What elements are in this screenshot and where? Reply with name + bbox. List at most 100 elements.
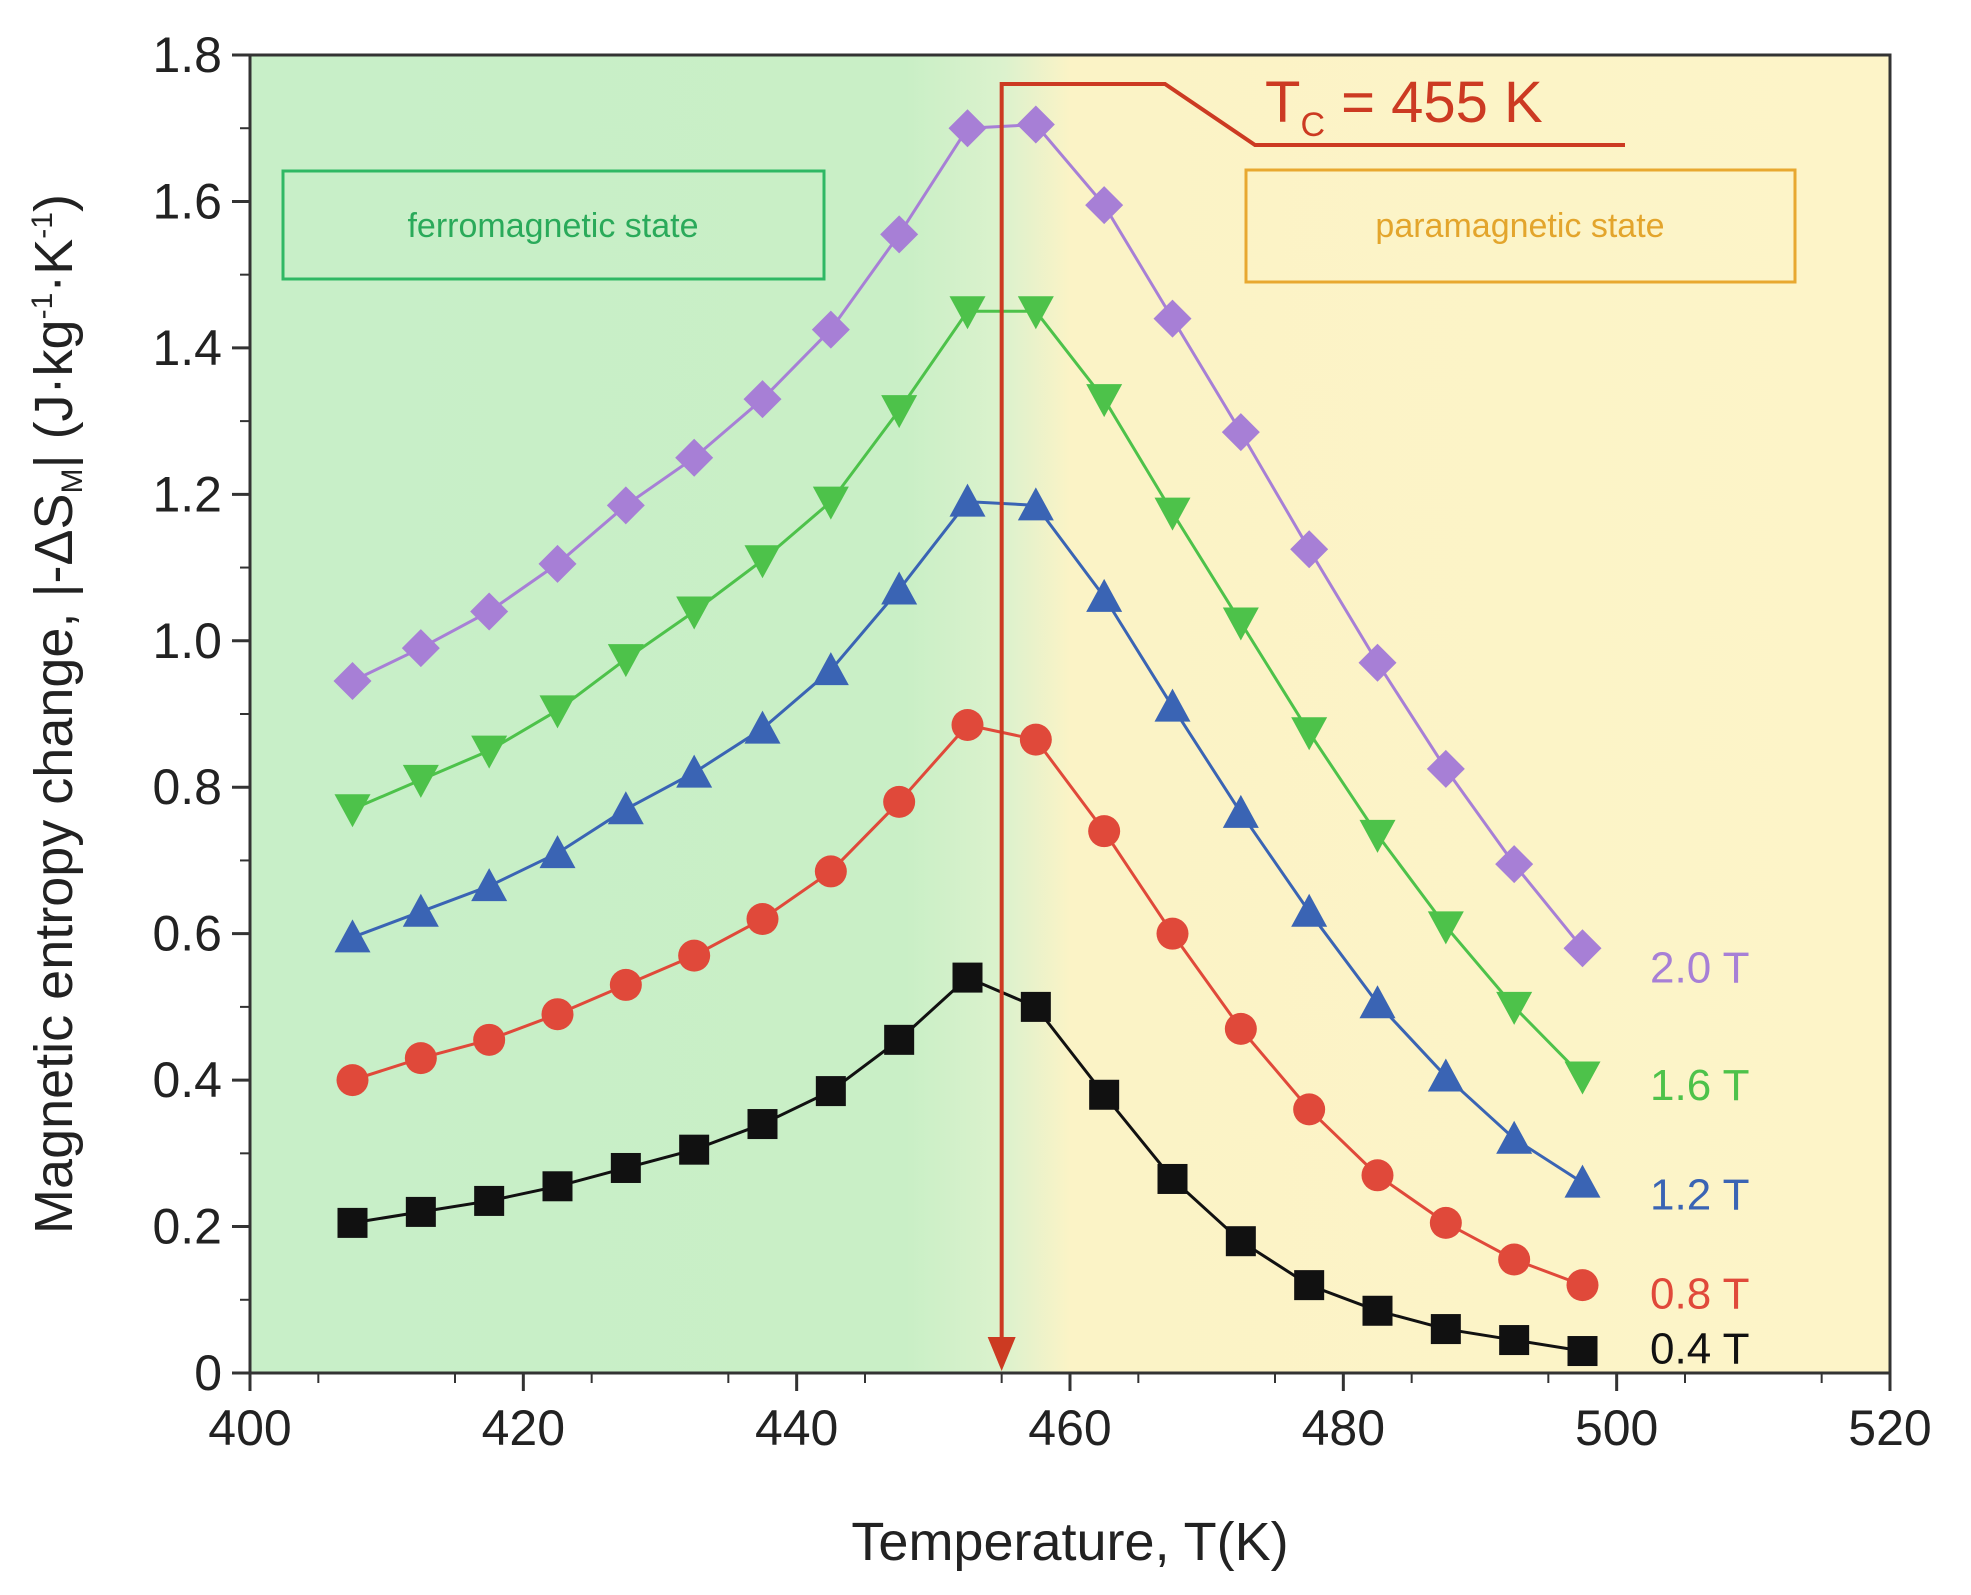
ferromagnetic-state-box	[281, 169, 826, 281]
tc-indicator-line	[999, 82, 1625, 1345]
y-axis-title: Magnetic entropy change, |-ΔSM| (J·kg-1·…	[24, 194, 89, 1234]
data-point	[1088, 815, 1121, 848]
data-point	[1221, 413, 1260, 452]
data-point	[1429, 1206, 1462, 1239]
x-tick-label: 400	[208, 1400, 291, 1456]
data-point	[1019, 723, 1052, 756]
data-point	[675, 438, 714, 477]
y-tick-label: 0.2	[152, 1199, 222, 1255]
data-point	[607, 791, 644, 825]
data-point	[1293, 1093, 1326, 1126]
data-point	[1086, 384, 1123, 418]
y-tick-label: 1.4	[152, 320, 222, 376]
data-point	[1564, 1164, 1601, 1198]
x-tick-label: 420	[482, 1400, 565, 1456]
data-point	[1359, 819, 1396, 853]
data-point	[539, 835, 576, 869]
data-point	[1017, 487, 1054, 521]
series-label: 1.2 T	[1650, 1171, 1749, 1220]
y-tick-label: 1.0	[152, 613, 222, 669]
y-tick-label: 0.4	[152, 1052, 222, 1108]
data-point	[747, 1109, 778, 1140]
data-point	[334, 919, 371, 953]
data-point	[948, 109, 987, 148]
axis-ticks	[232, 53, 1892, 1391]
series-2-0-T	[333, 105, 1602, 968]
series-1-6-T	[334, 296, 1601, 1095]
data-point	[1020, 991, 1051, 1022]
data-point	[881, 395, 918, 429]
data-point	[812, 652, 849, 686]
data-point	[402, 893, 439, 927]
data-point	[470, 592, 509, 631]
data-point	[401, 629, 440, 668]
data-point	[1017, 296, 1054, 330]
data-point	[1016, 105, 1055, 144]
data-point	[337, 1207, 368, 1238]
data-point	[1499, 1325, 1530, 1356]
data-point	[606, 486, 645, 525]
data-point	[1427, 1058, 1464, 1092]
data-point	[402, 764, 439, 798]
data-point	[610, 1152, 641, 1183]
series-label: 0.8 T	[1650, 1269, 1749, 1318]
data-point	[1086, 578, 1123, 612]
data-point	[1291, 893, 1328, 927]
data-point	[952, 962, 983, 993]
data-point	[538, 544, 577, 583]
data-point	[473, 1023, 506, 1056]
data-point	[1154, 497, 1191, 531]
data-point	[1496, 1120, 1533, 1154]
series-0-4-T	[337, 962, 1598, 1367]
data-point	[1496, 991, 1533, 1025]
x-axis-title: Temperature, T(K)	[851, 1512, 1288, 1572]
data-point	[1224, 1012, 1257, 1045]
paramagnetic-state-label: paramagnetic state	[1375, 207, 1664, 245]
data-point	[1225, 1226, 1256, 1257]
data-point	[1154, 688, 1191, 722]
y-tick-label: 0.6	[152, 906, 222, 962]
data-point	[334, 794, 371, 828]
data-point	[1362, 1295, 1393, 1326]
data-point	[1361, 1159, 1394, 1192]
data-point	[539, 695, 576, 729]
data-point	[676, 596, 713, 630]
series-label: 2.0 T	[1650, 944, 1749, 993]
data-point	[404, 1042, 437, 1075]
data-point	[743, 380, 782, 419]
data-point	[744, 545, 781, 579]
data-point	[1294, 1270, 1325, 1301]
y-tick-label: 0.8	[152, 759, 222, 815]
data-point	[1153, 299, 1192, 338]
data-point	[881, 571, 918, 605]
data-point	[1156, 917, 1189, 950]
data-point	[949, 296, 986, 330]
data-point	[1427, 911, 1464, 945]
data-point	[1563, 929, 1602, 968]
data-point	[676, 754, 713, 788]
tc-label: TC = 455 K	[1265, 70, 1543, 144]
x-tick-label: 440	[755, 1400, 838, 1456]
data-point	[405, 1196, 436, 1227]
data-point	[1085, 186, 1124, 225]
x-tick-label: 500	[1575, 1400, 1658, 1456]
data-point	[541, 998, 574, 1031]
data-point	[880, 215, 919, 254]
paramagnetic-state-box	[1244, 168, 1797, 284]
data-point	[883, 785, 916, 818]
plot-background	[250, 55, 1890, 1373]
data-point	[1430, 1314, 1461, 1345]
plot-frame	[248, 53, 1892, 1375]
data-point	[1222, 607, 1259, 641]
data-point	[812, 486, 849, 520]
data-point	[814, 855, 847, 888]
data-point	[609, 968, 642, 1001]
ferromagnetic-state-label: ferromagnetic state	[407, 207, 698, 245]
data-point	[1564, 1061, 1601, 1095]
y-tick-label: 1.2	[152, 466, 222, 522]
series-1-2-T	[334, 483, 1601, 1198]
data-point	[1359, 985, 1396, 1019]
x-tick-label: 520	[1848, 1400, 1931, 1456]
data-point	[542, 1171, 573, 1202]
